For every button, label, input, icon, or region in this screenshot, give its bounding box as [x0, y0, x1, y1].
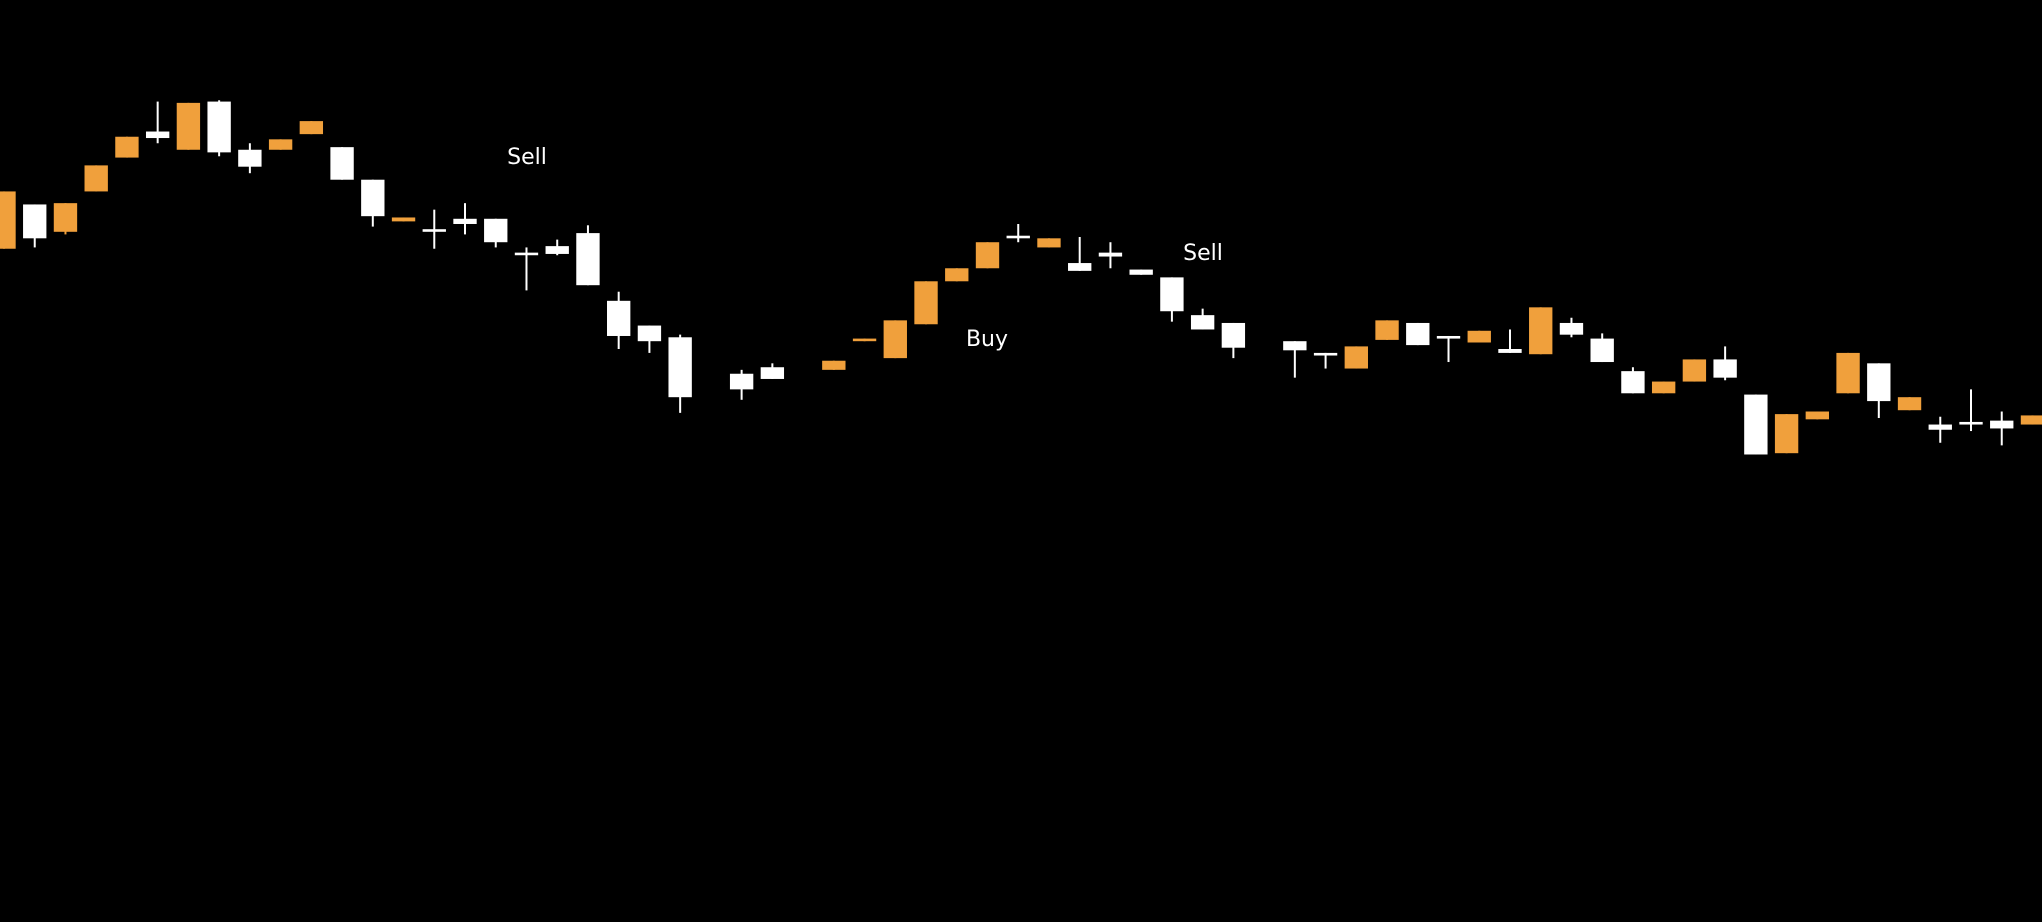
candles: [0, 100, 2042, 455]
candle-body: [668, 337, 692, 398]
candle-body: [607, 300, 631, 336]
candle-body: [1190, 315, 1215, 330]
candle-body: [1897, 397, 1922, 411]
candle-body: [1651, 381, 1676, 394]
candle-body: [1313, 352, 1338, 356]
candle-body: [883, 320, 907, 359]
candle-body: [1990, 420, 2014, 429]
candle-body: [760, 367, 785, 379]
candle-body: [1129, 269, 1153, 275]
candle-body: [1744, 394, 1768, 455]
candle-body: [238, 149, 262, 167]
candle-body: [637, 325, 662, 342]
candle-body: [330, 147, 354, 180]
candle-body: [1498, 349, 1522, 353]
candle-body: [115, 136, 139, 158]
candle-body: [1436, 335, 1461, 339]
candle-body: [268, 139, 293, 150]
candle-body: [84, 165, 108, 192]
candle-body: [975, 242, 1000, 269]
candle-body: [1037, 238, 1061, 248]
candle-body: [0, 191, 16, 249]
candle-body: [576, 233, 600, 286]
candle-body: [1344, 346, 1368, 369]
candle-body: [945, 268, 969, 282]
annotation: Sell: [1183, 241, 1223, 266]
candle-body: [1867, 363, 1891, 402]
candle-body: [391, 217, 416, 222]
candle-body: [145, 131, 170, 139]
candle-body: [422, 229, 446, 232]
candle-body: [2020, 415, 2042, 425]
candle-body: [1221, 322, 1246, 348]
candle-body: [176, 102, 201, 150]
candle-body: [207, 101, 231, 153]
candle-body: [361, 179, 385, 217]
candle-body: [852, 338, 877, 342]
annotation: Buy: [966, 327, 1008, 352]
candle-body: [299, 121, 324, 135]
candle-body: [1682, 359, 1707, 382]
candle-body: [822, 360, 846, 370]
candle-body: [1713, 359, 1737, 378]
candle-body: [545, 246, 569, 254]
candle-body: [1928, 424, 1952, 430]
candle-body: [1283, 341, 1307, 351]
candle-body: [914, 281, 938, 325]
candle-body: [1621, 371, 1645, 394]
candle-body: [1959, 421, 1983, 425]
candle-body: [23, 204, 47, 239]
candle-body: [729, 373, 754, 390]
candle-body: [1836, 352, 1860, 394]
candle-body: [1774, 414, 1799, 454]
candle-body: [1098, 252, 1123, 257]
candle-body: [1559, 322, 1584, 335]
candle-body: [1529, 307, 1553, 355]
candle-body: [1160, 277, 1184, 312]
candle-body: [484, 218, 508, 243]
candle-body: [514, 252, 539, 256]
candle-body: [1590, 338, 1614, 363]
candle-body: [1006, 235, 1030, 239]
annotation: Sell: [507, 145, 547, 170]
candle-body: [1467, 330, 1491, 343]
candle-body: [1375, 320, 1399, 340]
candle-body: [53, 203, 78, 232]
candle-body: [1406, 322, 1430, 346]
candle-body: [453, 218, 477, 224]
candle-body: [1805, 411, 1830, 420]
candle-body: [1068, 263, 1092, 271]
